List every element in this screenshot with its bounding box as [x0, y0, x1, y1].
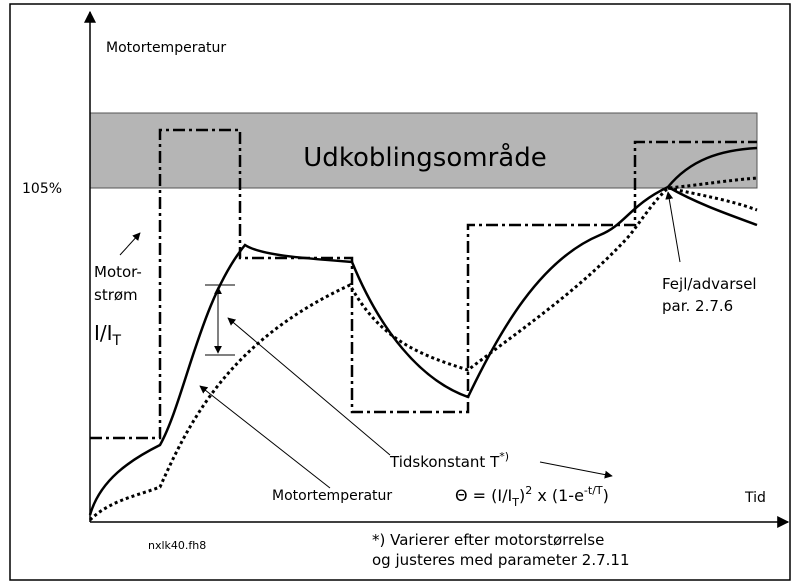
arrow	[539, 461, 613, 479]
trip-zone	[89, 112, 758, 189]
time-constant-label: Tidskonstant T*)	[389, 450, 509, 471]
arrow	[227, 317, 391, 456]
arrow	[199, 385, 331, 489]
trip-zone-label: Udkoblingsområde	[303, 142, 546, 173]
arrow	[119, 232, 141, 256]
x-axis-label: Tid	[744, 490, 766, 506]
fault-label: Fejl/advarsel	[662, 275, 757, 293]
current-label: Motor-	[94, 263, 142, 281]
temperature-label: Motortemperatur	[272, 488, 392, 504]
temperature-curve-branch	[667, 185, 758, 227]
current-ratio: I/IT	[94, 321, 122, 349]
arrow	[665, 191, 681, 263]
footnote: *) Varierer efter motorstørrelse	[372, 531, 604, 549]
formula: Θ = (I/IT)2 x (1-e-t/T)	[455, 484, 609, 509]
temperature-curve	[88, 146, 758, 516]
fault-label: par. 2.7.6	[662, 297, 733, 315]
frame	[9, 3, 791, 581]
level-label: 105%	[22, 181, 62, 197]
y-axis-label: Motortemperatur	[106, 40, 226, 56]
temperature-dotted-branch	[667, 186, 758, 212]
figure-id: nxlk40.fh8	[148, 539, 206, 552]
temperature-dotted-curve	[88, 176, 758, 522]
footnote: og justeres med parameter 2.7.11	[372, 551, 630, 569]
current-label: strøm	[94, 286, 138, 304]
current-curve	[90, 128, 757, 440]
